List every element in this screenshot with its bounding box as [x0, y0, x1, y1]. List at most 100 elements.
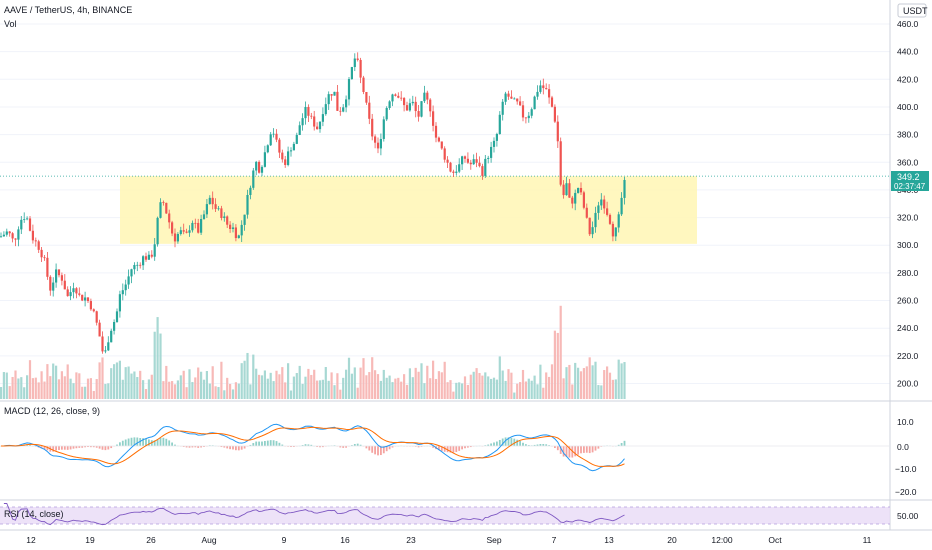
volume-bar [408, 368, 411, 399]
candle-body [202, 214, 206, 220]
candle-body [423, 92, 426, 102]
volume-bar [519, 382, 522, 399]
volume-bar [553, 330, 556, 399]
candle-body [92, 309, 95, 312]
time-tick-20: 20 [667, 535, 677, 545]
candle-body [342, 107, 345, 112]
candle-body [571, 197, 574, 204]
candle-body [504, 93, 507, 102]
macd-histogram-bar [565, 446, 568, 457]
macd-histogram-bar [171, 442, 173, 446]
candle-body [101, 336, 104, 352]
volume-bar [0, 387, 3, 399]
volume-bar [113, 364, 116, 399]
macd-histogram-bar [374, 446, 376, 455]
macd-histogram-bar [101, 446, 104, 450]
time-tick-19: 19 [85, 535, 95, 545]
volume-bar [223, 390, 226, 399]
time-tick-aug: Aug [201, 535, 216, 545]
time-tick-23: 23 [406, 535, 416, 545]
candle-body [165, 202, 168, 214]
rsi-line [3, 503, 625, 526]
time-axis: 12 19 26 Aug 9 16 23 Sep 7 13 20 12:00 O… [26, 535, 871, 545]
candle-body [229, 224, 232, 229]
volume-bar [617, 359, 620, 399]
macd-histogram-bar [304, 444, 307, 446]
macd-histogram-bar [261, 441, 263, 446]
highlight-zone [120, 176, 697, 244]
volume-bar [423, 383, 426, 399]
volume-bar [362, 358, 365, 399]
volume-bar [66, 364, 69, 399]
volume-bar [165, 365, 168, 399]
macd-histogram-bar [162, 437, 165, 446]
volume-bar [316, 380, 319, 399]
volume-bar [559, 305, 562, 399]
currency-badge-label: USDT [903, 6, 928, 16]
volume-bar [382, 369, 385, 399]
volume-bar [104, 384, 107, 399]
time-tick-7: 7 [552, 535, 557, 545]
candle-body [394, 94, 397, 96]
macd-histogram-bar [438, 446, 440, 451]
candle-body [84, 297, 87, 301]
macd-histogram-bar [469, 446, 472, 448]
macd-histogram-bar [98, 446, 101, 449]
candle-body [336, 91, 339, 111]
volume-bar [426, 365, 429, 399]
candle-body [565, 183, 568, 196]
macd-histogram-bar [516, 439, 519, 446]
volume-bar [200, 371, 203, 399]
macd-histogram-bar [87, 446, 89, 448]
macd-label[interactable]: MACD (12, 26, close, 9) [4, 406, 100, 416]
price-tick-label: 220.0 [897, 351, 919, 361]
volume-bar [574, 362, 577, 399]
macd-histogram-bar [159, 438, 162, 446]
volume-bar [208, 383, 211, 399]
macd-histogram-bar [293, 446, 295, 447]
candle-body [260, 166, 264, 173]
volume-bar [217, 387, 220, 399]
volume-bar [95, 379, 98, 399]
volume-bar [107, 383, 110, 399]
volume-bar [507, 369, 510, 399]
time-tick-16: 16 [340, 535, 350, 545]
macd-histogram-bar [185, 446, 188, 448]
volume-bar [420, 363, 423, 399]
currency-badge[interactable] [897, 3, 927, 18]
candle-body [568, 183, 571, 198]
volume-bar [185, 387, 188, 399]
macd-histogram-bar [72, 446, 75, 449]
candle-body [98, 322, 101, 337]
volume-bar [229, 383, 232, 399]
volume-bar [568, 364, 571, 399]
macd-histogram-bar [223, 446, 226, 448]
symbol-title[interactable]: AAVE / TetherUS, 4h, BINANCE [4, 5, 132, 15]
candle-body [14, 238, 17, 240]
volume-bar [310, 374, 313, 399]
candle-body [353, 58, 356, 68]
rsi-label[interactable]: RSI (14, close) [4, 509, 64, 519]
volume-bar [481, 375, 484, 399]
candle-body [391, 94, 394, 102]
volume-bar [443, 361, 446, 399]
volume-bar [536, 384, 539, 399]
volume-bar [156, 317, 159, 399]
macd-histogram-bar [345, 446, 347, 448]
candle-body [516, 98, 519, 102]
volume-bar [472, 371, 475, 399]
time-tick-11: 11 [863, 535, 872, 545]
macd-histogram-bar [116, 444, 118, 446]
volume-bar [197, 367, 200, 399]
volume-label[interactable]: Vol [4, 19, 17, 29]
volume-bar [194, 377, 197, 399]
volume-bar [347, 357, 351, 399]
volume-bar [153, 331, 156, 399]
price-tag-countdown: 02:37:47 [894, 182, 926, 191]
volume-bar [556, 332, 559, 399]
candle-body [43, 257, 46, 259]
macd-histogram-bar [243, 446, 246, 449]
time-tick-oct: Oct [768, 535, 782, 545]
macd-histogram-bar [597, 446, 600, 449]
